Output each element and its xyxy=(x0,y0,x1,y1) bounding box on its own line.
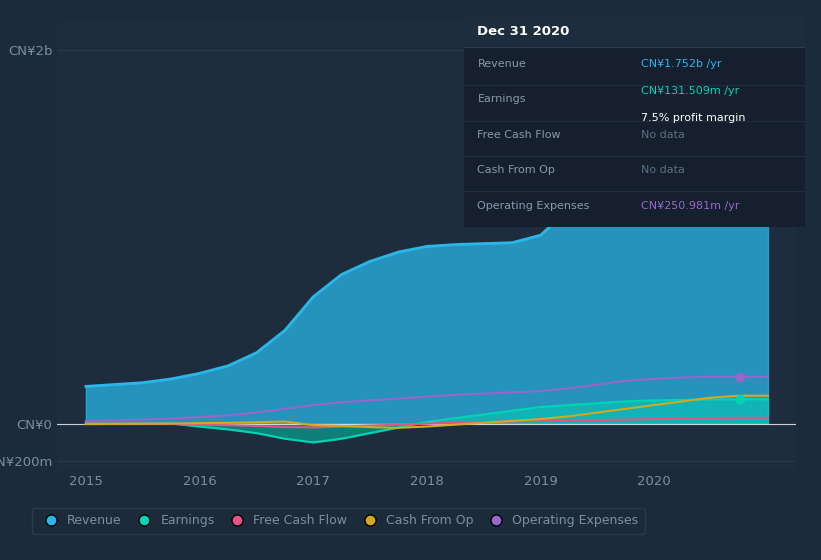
Text: Cash From Op: Cash From Op xyxy=(478,165,555,175)
Text: CN¥131.509m /yr: CN¥131.509m /yr xyxy=(641,86,739,96)
Text: 7.5% profit margin: 7.5% profit margin xyxy=(641,113,745,123)
Legend: Revenue, Earnings, Free Cash Flow, Cash From Op, Operating Expenses: Revenue, Earnings, Free Cash Flow, Cash … xyxy=(32,508,644,534)
Text: Operating Expenses: Operating Expenses xyxy=(478,202,589,211)
Text: No data: No data xyxy=(641,130,685,140)
Text: Dec 31 2020: Dec 31 2020 xyxy=(478,25,570,38)
Bar xyxy=(464,17,805,47)
Text: Revenue: Revenue xyxy=(478,59,526,68)
Text: CN¥250.981m /yr: CN¥250.981m /yr xyxy=(641,202,740,211)
Text: Free Cash Flow: Free Cash Flow xyxy=(478,130,561,140)
Text: No data: No data xyxy=(641,165,685,175)
Text: Earnings: Earnings xyxy=(478,94,526,104)
Text: CN¥1.752b /yr: CN¥1.752b /yr xyxy=(641,59,722,68)
